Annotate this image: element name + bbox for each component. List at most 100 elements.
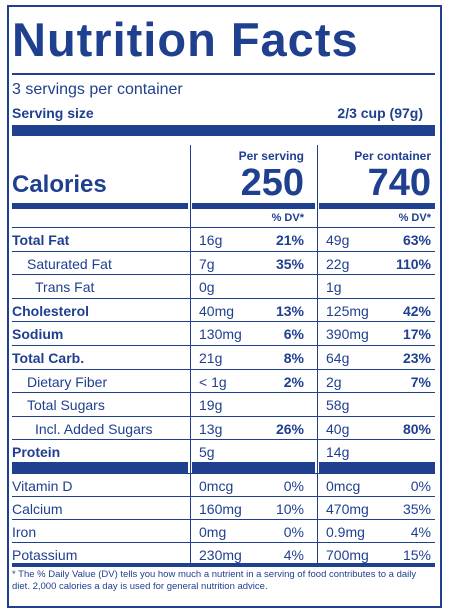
serving-dv: 2% [283,373,304,390]
container-amount: 700mg [326,547,369,563]
nutrition-facts-panel [7,5,442,608]
container-amount: 22g [326,255,350,272]
serving-amount: 0g [199,279,215,296]
nutrient-name: Calcium [12,501,63,517]
dv-header-container: % DV* [398,212,431,224]
nutrient-row: Iron 0mg 0% 0.9mg 4% [0,520,431,543]
container-amount: 125mg [326,302,369,319]
calories-bar-left [12,203,188,209]
nutrient-row: Total Carb. 21g 8% 64g 23% [0,346,431,369]
serving-amount: 0mcg [199,478,234,494]
nutrient-row: Incl. Added Sugars 13g 26% 40g 80% [0,417,431,440]
thick-divider-top [12,125,435,136]
serving-amount: 21g [199,350,223,366]
title-divider [12,73,435,75]
row-divider [12,415,435,417]
container-dv: 35% [402,501,431,517]
nutrient-row: Trans Fat 0g 1g [0,275,431,298]
row-divider [12,496,435,497]
row-divider [12,274,435,276]
serving-amount: 160mg [199,501,242,517]
container-dv: 17% [402,326,431,343]
nutrient-row: Cholesterol 40mg 13% 125mg 42% [0,299,431,322]
serving-amount: 5g [199,444,215,461]
row-divider [12,392,435,394]
serving-amount: 19g [199,397,223,414]
serving-amount: 13g [199,420,223,437]
thick-divider-vitamins-mid [192,462,315,473]
serving-dv: 8% [283,350,304,366]
footnote-divider [12,563,435,567]
nutrient-name: Potassium [12,547,78,563]
dv-header-serving: % DV* [271,212,304,224]
serving-amount: 40mg [199,302,235,319]
serving-dv: 10% [275,501,304,517]
calories-per-container: 740 [367,162,431,204]
container-amount: 390mg [326,326,369,343]
per-container-header: Per container [354,149,431,163]
serving-dv: 6% [283,326,304,343]
nutrient-row: Potassium 230mg 4% 700mg 15% [0,543,431,566]
row-divider [12,297,435,299]
container-dv: 110% [395,255,431,272]
thick-divider-vitamins-right [319,462,435,473]
serving-size-row: Serving size 2/3 cup (97g) [12,104,423,122]
serving-dv: 0% [283,478,304,494]
container-amount: 470mg [326,501,369,517]
serving-dv: 35% [275,255,304,272]
daily-value-footnote: * The % Daily Value (DV) tells you how m… [12,569,417,592]
container-dv: 0% [410,478,431,494]
row-divider [12,368,435,370]
nutrient-name: Incl. Added Sugars [35,420,153,437]
serving-amount: < 1g [199,373,227,390]
container-dv: 23% [402,350,431,366]
nutrient-name: Sodium [12,326,64,343]
column-divider-container [317,145,318,564]
serving-size-value: 2/3 cup (97g) [337,105,423,121]
nutrient-name: Total Fat [12,232,70,248]
nutrient-name: Vitamin D [12,478,73,494]
container-amount: 0mcg [326,478,361,494]
container-dv: 63% [402,232,431,248]
serving-amount: 230mg [199,547,242,563]
row-divider [12,227,435,228]
row-divider [12,439,435,441]
serving-size-label: Serving size [12,105,94,121]
serving-dv: 21% [275,232,304,248]
container-amount: 1g [326,279,342,296]
serving-dv: 26% [275,420,304,437]
row-divider [12,519,435,520]
container-amount: 14g [326,444,350,461]
container-amount: 40g [326,420,350,437]
nutrient-name: Iron [12,524,37,540]
calories-bar-mid [192,203,315,209]
container-dv: 42% [402,302,431,319]
row-divider [12,321,435,323]
serving-amount: 130mg [199,326,242,343]
container-amount: 49g [326,232,350,248]
container-dv: 7% [410,373,431,390]
container-amount: 2g [326,373,342,390]
nutrient-name: Dietary Fiber [27,373,108,390]
row-divider [12,542,435,543]
column-divider-serving [190,145,191,564]
per-serving-header: Per serving [238,149,304,163]
container-amount: 64g [326,350,350,366]
row-divider [12,473,435,474]
container-amount: 0.9mg [326,524,365,540]
serving-dv: 13% [275,302,304,319]
nutrient-name: Total Carb. [12,350,85,366]
row-divider [12,345,435,346]
serving-dv: 0% [283,524,304,540]
nutrient-row: Calcium 160mg 10% 470mg 35% [0,497,431,520]
container-dv: 4% [410,524,431,540]
row-divider [12,250,435,252]
container-amount: 58g [326,397,350,414]
container-dv: 80% [402,420,431,437]
nutrient-row: Dietary Fiber < 1g 2% 2g 7% [0,370,431,393]
nutrient-row: Protein 5g 14g [0,440,431,463]
nutrient-name: Total Sugars [27,397,105,414]
nutrient-row: Vitamin D 0mcg 0% 0mcg 0% [0,474,431,497]
calories-label: Calories [12,171,107,198]
thick-divider-vitamins-left [12,462,188,473]
